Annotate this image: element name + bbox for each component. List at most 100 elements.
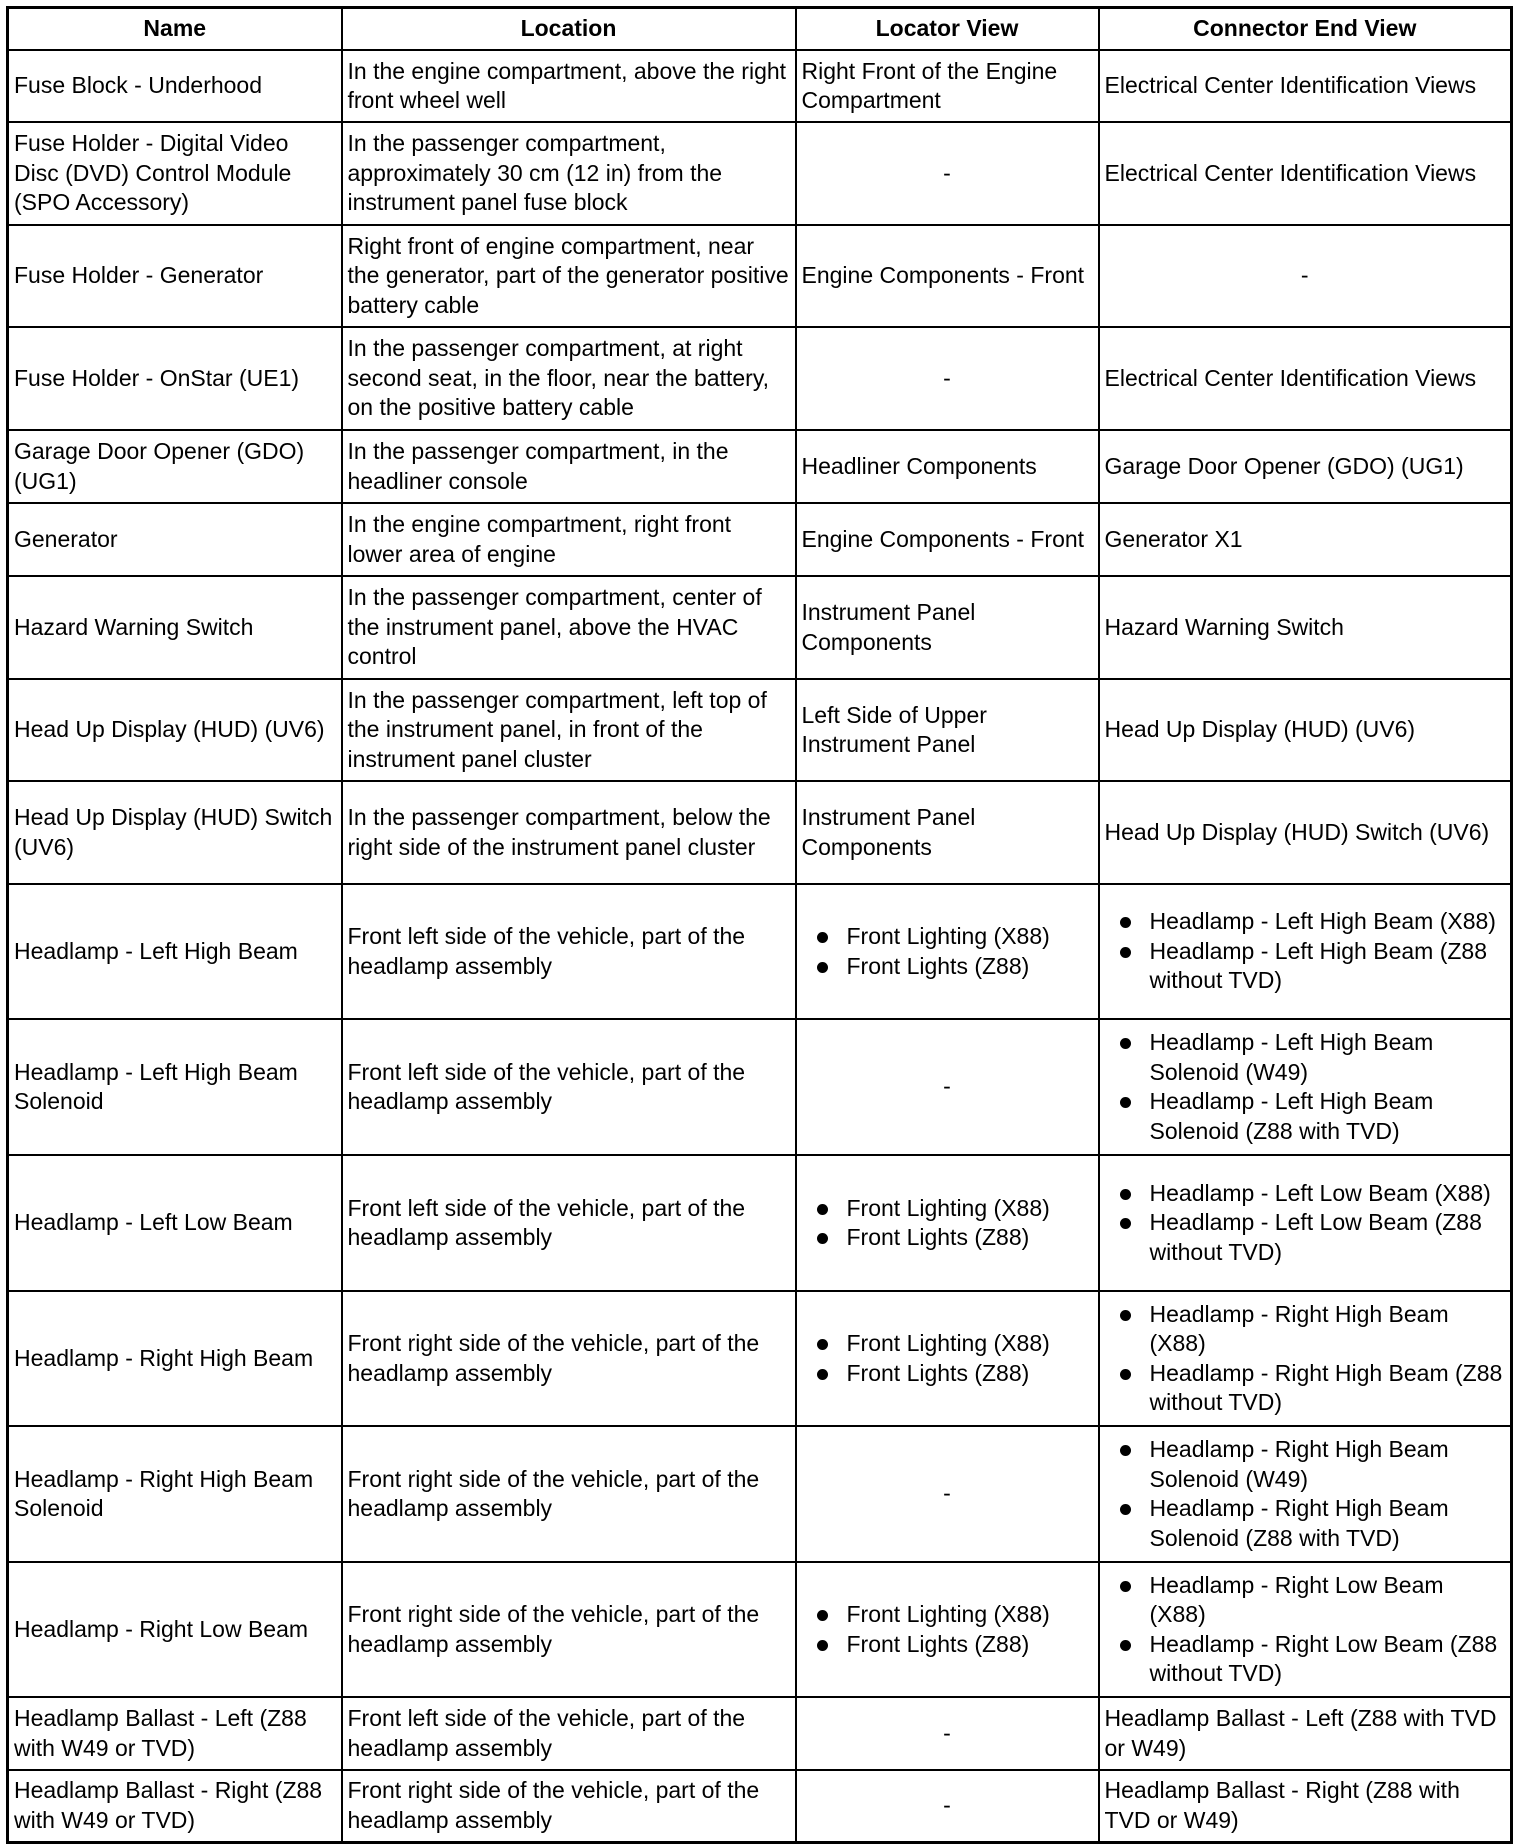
cell-connector-end-view: Electrical Center Identification Views [1097,326,1513,431]
table-row: Fuse Holder - Digital Video Disc (DVD) C… [6,121,1513,226]
cell-name: Fuse Holder - Digital Video Disc (DVD) C… [6,121,343,226]
cell-location: In the engine compartment, right front l… [340,502,797,577]
component-locator-table: Name Location Locator View Connector End… [6,6,1513,1844]
table-row: Headlamp - Left High Beam Front left side… [6,883,1513,1020]
cell-location: In the passenger compartment, approximat… [340,121,797,226]
table-row: Headlamp Ballast - Left (Z88 with W49 or… [6,1696,1513,1771]
bullet-list: Headlamp - Right High Beam (X88) Headlamp… [1105,1300,1506,1418]
cell-location: In the passenger compartment, below the … [340,780,797,885]
bullet-item: Headlamp - Left High Beam Solenoid (W49) [1119,1028,1506,1087]
cell-locator-view: Instrument Panel Components [794,575,1100,680]
cell-connector-end-view: Generator X1 [1097,502,1513,577]
table-row: Fuse Holder - Generator Right front of en… [6,224,1513,328]
cell-connector-end-view: Headlamp Ballast - Left (Z88 with TVD or… [1097,1696,1513,1771]
bullet-item: Headlamp - Right High Beam (Z88 without … [1119,1359,1506,1418]
cell-location: In the passenger compartment, in the hea… [340,429,797,504]
bullet-list: Front Lighting (X88) Front Lights (Z88) [802,922,1093,981]
cell-locator-view: Front Lighting (X88) Front Lights (Z88) [794,883,1100,1020]
bullet-list: Headlamp - Left High Beam Solenoid (W49)… [1105,1028,1506,1146]
bullet-item: Front Lights (Z88) [816,952,1093,982]
cell-locator-view: Instrument Panel Components [794,780,1100,885]
cell-name: Headlamp - Right Low Beam [6,1561,343,1698]
cell-location: In the engine compartment, above the rig… [340,49,797,123]
cell-name: Generator [6,502,343,577]
table-row: Headlamp - Left Low Beam Front left side … [6,1154,1513,1292]
table-row: Headlamp Ballast - Right (Z88 with W49 o… [6,1769,1513,1843]
bullet-list: Headlamp - Right Low Beam (X88) Headlamp … [1105,1571,1506,1689]
table-row: Headlamp - Right High Beam Solenoid Front… [6,1425,1513,1563]
header-row: Name Location Locator View Connector End… [6,6,1513,51]
cell-name: Headlamp Ballast - Left (Z88 with W49 or… [6,1696,343,1771]
cell-name: Garage Door Opener (GDO) (UG1) [6,429,343,504]
bullet-list: Headlamp - Left High Beam (X88) Headlamp … [1105,907,1506,996]
cell-locator-view: - [794,121,1100,226]
header-location: Location [340,6,797,51]
bullet-item: Front Lighting (X88) [816,1329,1093,1359]
cell-locator-view: Front Lighting (X88) Front Lights (Z88) [794,1290,1100,1427]
cell-location: Front left side of the vehicle, part of … [340,1154,797,1292]
table-row: Head Up Display (HUD) (UV6) In the passen… [6,678,1513,782]
bullet-item: Headlamp - Right High Beam Solenoid (Z88… [1119,1494,1506,1553]
cell-name: Fuse Holder - OnStar (UE1) [6,326,343,431]
bullet-item: Headlamp - Right High Beam (X88) [1119,1300,1506,1359]
cell-location: Front left side of the vehicle, part of … [340,883,797,1020]
bullet-item: Front Lights (Z88) [816,1223,1093,1253]
table-row: Headlamp - Left High Beam Solenoid Front … [6,1018,1513,1156]
cell-locator-view: Front Lighting (X88) Front Lights (Z88) [794,1561,1100,1698]
table-row: Fuse Holder - OnStar (UE1) In the passeng… [6,326,1513,431]
cell-location: Front left side of the vehicle, part of … [340,1018,797,1156]
cell-locator-view: - [794,1769,1100,1843]
cell-name: Headlamp - Left Low Beam [6,1154,343,1292]
cell-connector-end-view: Headlamp - Right High Beam (X88) Headlamp… [1097,1290,1513,1427]
cell-connector-end-view: Electrical Center Identification Views [1097,49,1513,123]
cell-locator-view: Headliner Components [794,429,1100,504]
bullet-item: Headlamp - Right Low Beam (Z88 without T… [1119,1630,1506,1689]
cell-connector-end-view: Head Up Display (HUD) (UV6) [1097,678,1513,782]
cell-locator-view: Left Side of Upper Instrument Panel [794,678,1100,782]
cell-location: Front left side of the vehicle, part of … [340,1696,797,1771]
cell-locator-view: Front Lighting (X88) Front Lights (Z88) [794,1154,1100,1292]
cell-connector-end-view: Head Up Display (HUD) Switch (UV6) [1097,780,1513,885]
bullet-list: Front Lighting (X88) Front Lights (Z88) [802,1329,1093,1388]
cell-name: Headlamp Ballast - Right (Z88 with W49 o… [6,1769,343,1843]
cell-location: In the passenger compartment, center of … [340,575,797,680]
cell-location: In the passenger compartment, left top o… [340,678,797,782]
cell-locator-view: - [794,1696,1100,1771]
bullet-item: Front Lighting (X88) [816,922,1093,952]
cell-location: Front right side of the vehicle, part of… [340,1769,797,1843]
cell-name: Headlamp - Right High Beam [6,1290,343,1427]
cell-name: Headlamp - Left High Beam [6,883,343,1020]
table-row: Head Up Display (HUD) Switch (UV6) In the… [6,780,1513,885]
cell-location: Front right side of the vehicle, part of… [340,1290,797,1427]
bullet-list: Front Lighting (X88) Front Lights (Z88) [802,1194,1093,1253]
bullet-item: Front Lights (Z88) [816,1359,1093,1389]
cell-locator-view: - [794,326,1100,431]
table-row: Headlamp - Right Low Beam Front right sid… [6,1561,1513,1698]
bullet-item: Headlamp - Left High Beam (X88) [1119,907,1506,937]
cell-connector-end-view: Headlamp - Left High Beam Solenoid (W49)… [1097,1018,1513,1156]
bullet-item: Headlamp - Left High Beam (Z88 without T… [1119,937,1506,996]
cell-name: Fuse Holder - Generator [6,224,343,328]
cell-name: Head Up Display (HUD) (UV6) [6,678,343,782]
cell-connector-end-view: Garage Door Opener (GDO) (UG1) [1097,429,1513,504]
header-connector-end-view: Connector End View [1097,6,1513,51]
bullet-item: Front Lights (Z88) [816,1630,1093,1660]
cell-locator-view: Engine Components - Front [794,224,1100,328]
cell-connector-end-view: Headlamp Ballast - Right (Z88 with TVD o… [1097,1769,1513,1843]
cell-connector-end-view: Hazard Warning Switch [1097,575,1513,680]
cell-connector-end-view: Headlamp - Right Low Beam (X88) Headlamp … [1097,1561,1513,1698]
table-row: Garage Door Opener (GDO) (UG1) In the pas… [6,429,1513,504]
table-row: Headlamp - Right High Beam Front right si… [6,1290,1513,1427]
bullet-item: Front Lighting (X88) [816,1194,1093,1224]
cell-name: Hazard Warning Switch [6,575,343,680]
bullet-item: Front Lighting (X88) [816,1600,1093,1630]
cell-connector-end-view: Headlamp - Left High Beam (X88) Headlamp … [1097,883,1513,1020]
cell-connector-end-view: Headlamp - Right High Beam Solenoid (W49… [1097,1425,1513,1563]
bullet-item: Headlamp - Left Low Beam (Z88 without TV… [1119,1208,1506,1267]
header-locator-view: Locator View [794,6,1100,51]
cell-location: Front right side of the vehicle, part of… [340,1425,797,1563]
cell-location: Front right side of the vehicle, part of… [340,1561,797,1698]
cell-name: Fuse Block - Underhood [6,49,343,123]
cell-locator-view: Right Front of the Engine Compartment [794,49,1100,123]
cell-locator-view: - [794,1018,1100,1156]
